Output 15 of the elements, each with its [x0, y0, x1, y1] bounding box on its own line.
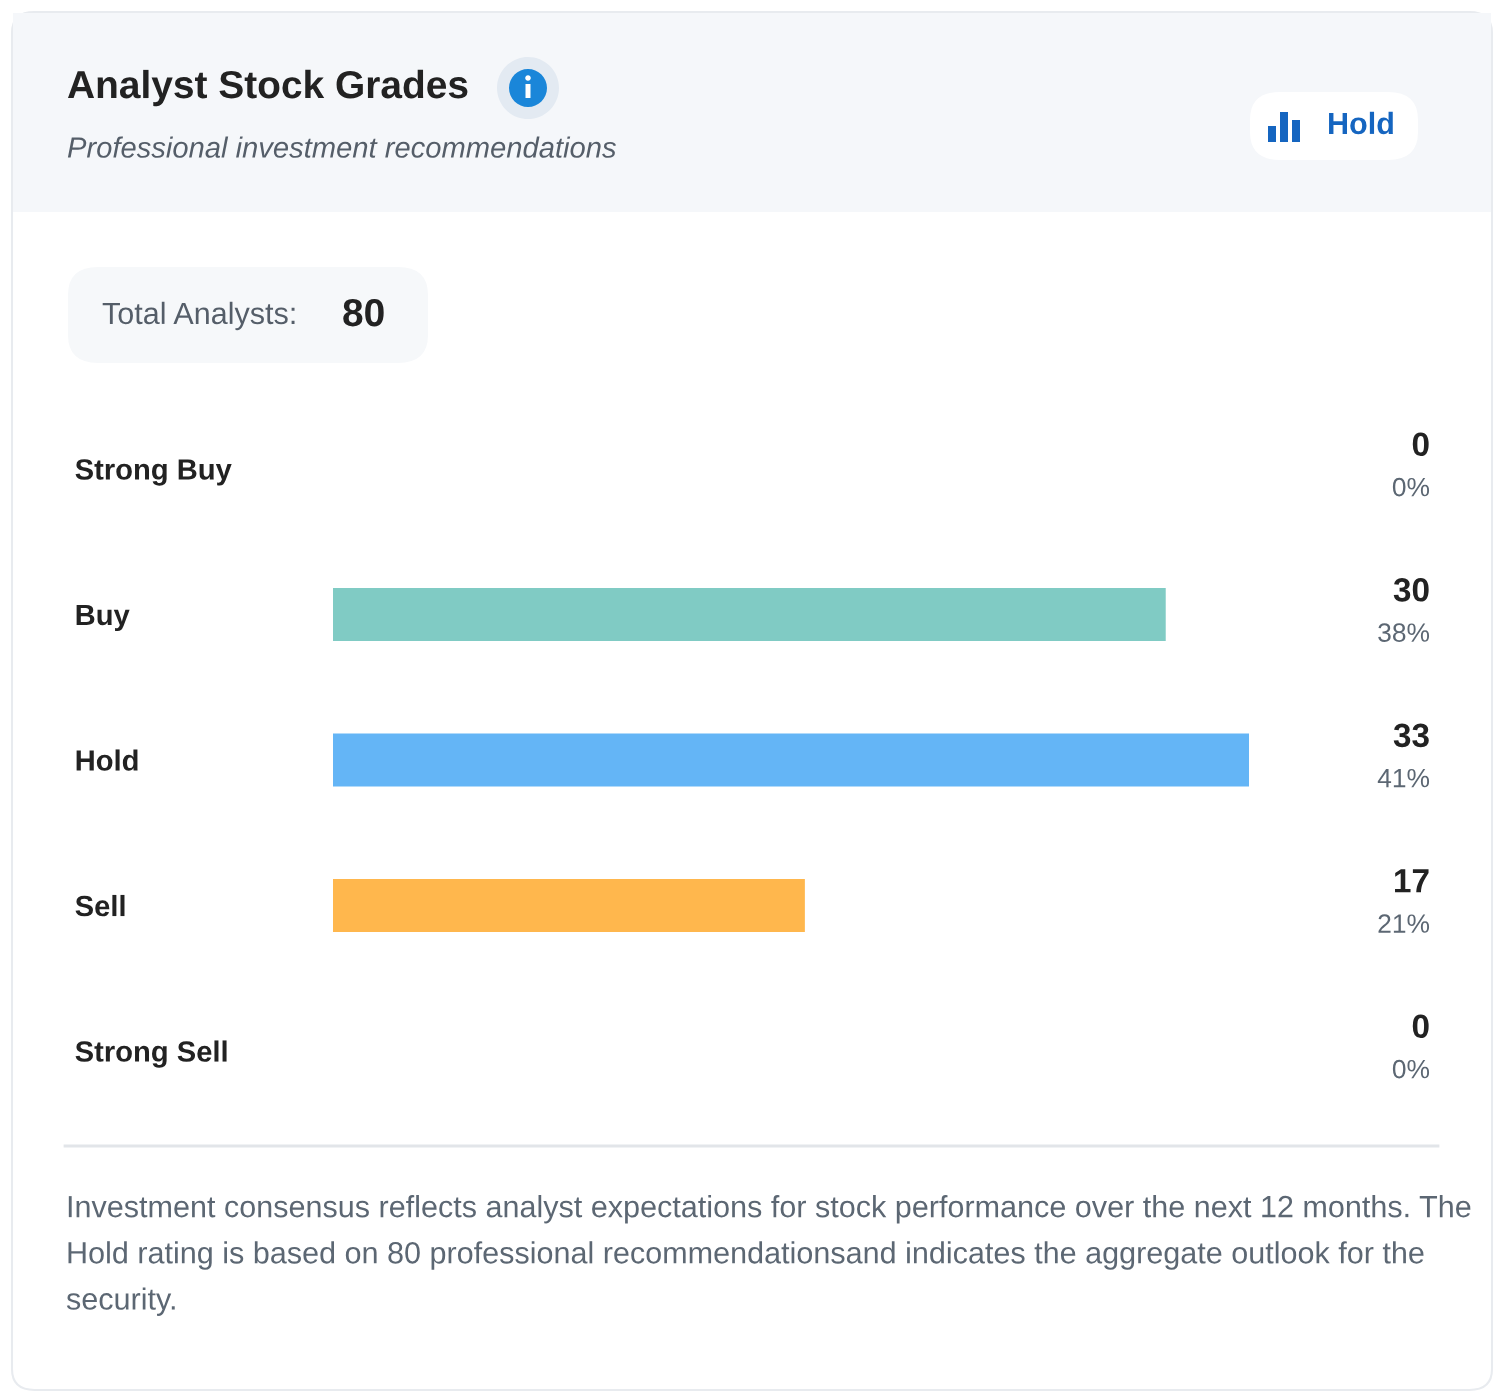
y-tick-label: Strong Sell — [75, 1040, 227, 1068]
data-label: 17 21% — [1378, 869, 1430, 933]
chart-title: Analyst Stock Grades — [67, 69, 468, 107]
y-tick-label: Hold — [76, 749, 138, 771]
text: Total Analysts: 80 — [102, 298, 384, 331]
data-label: 30 38% — [1378, 578, 1430, 642]
data-label: 33 41% — [1377, 723, 1430, 788]
y-tick-label: Strong Buy — [75, 459, 232, 486]
text: Hold — [1329, 111, 1393, 135]
text: Investment consensus reflects analyst expectations for stock performance over the next 12 months. The Hold rating is based on 80 professional recommendationsand indicates the aggregate outlook for the security. — [66, 1195, 1471, 1316]
data-label: 0 0% — [1392, 432, 1430, 497]
data-label: 0 0% — [1392, 1014, 1430, 1079]
y-tick-label: Sell — [75, 894, 125, 917]
y-tick-label: Buy — [76, 605, 130, 632]
chart-subtitle: Professional investment recommendations — [67, 136, 616, 158]
